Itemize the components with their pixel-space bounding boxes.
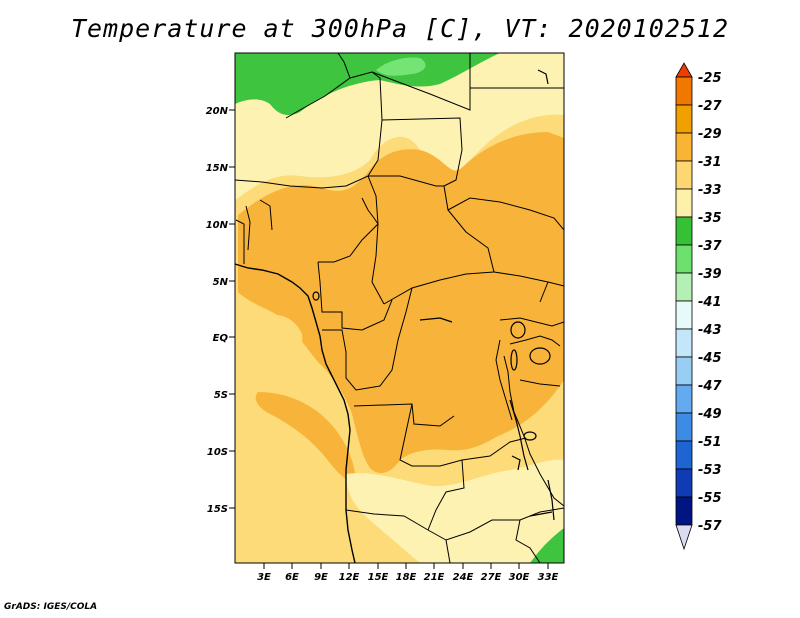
colorbar-swatch <box>675 272 693 302</box>
colorbar-bottom-arrow <box>675 524 693 551</box>
colorbar-label: -55 <box>698 491 722 506</box>
colorbar-label: -25 <box>698 71 722 86</box>
country-borders <box>235 53 564 563</box>
colorbar-swatch <box>675 384 693 414</box>
lat-label: EQ <box>213 333 229 344</box>
colorbar-swatch <box>675 412 693 442</box>
colorbar-swatch <box>675 300 693 330</box>
lat-label: 20N <box>206 106 229 117</box>
lon-label: 33E <box>538 572 559 583</box>
colorbar-swatch <box>675 104 693 134</box>
colorbar-swatch <box>675 132 693 162</box>
colorbar-label: -29 <box>698 127 722 142</box>
field-lightgreen <box>376 57 426 76</box>
lon-label: 18E <box>396 572 417 583</box>
colorbar-label: -41 <box>698 295 722 310</box>
lat-label: 10N <box>206 220 229 231</box>
lat-label: 5N <box>213 277 229 288</box>
field-pocket-31-33 <box>267 314 303 361</box>
colorbar-label: -53 <box>698 463 722 478</box>
colorbar-label: -39 <box>698 267 722 282</box>
colorbar-label: -49 <box>698 407 722 422</box>
lon-label: 9E <box>314 572 328 583</box>
colorbar-label: -37 <box>698 239 722 254</box>
colorbar-label: -51 <box>698 435 722 450</box>
map-frame <box>234 52 565 564</box>
lat-label: 15S <box>207 504 228 515</box>
colorbar-label: -45 <box>698 351 722 366</box>
lon-label: 6E <box>285 572 299 583</box>
lon-axis: 3E 6E 9E 12E 15E 18E 21E 24E 27E 30E 33E <box>257 563 559 583</box>
temperature-field <box>235 53 564 563</box>
colorbar-label: -31 <box>698 155 722 170</box>
field-south-33-35 <box>346 459 564 563</box>
colorbar-label: -33 <box>698 183 722 198</box>
colorbar-label: -27 <box>698 99 722 114</box>
lon-label: 15E <box>368 572 389 583</box>
lon-label: 12E <box>339 572 360 583</box>
colorbar-top-arrow <box>675 62 693 78</box>
lat-label: 15N <box>206 163 229 174</box>
lon-label: 27E <box>481 572 502 583</box>
lat-label: 10S <box>207 447 228 458</box>
lon-label: 30E <box>509 572 530 583</box>
colorbar-swatch <box>675 188 693 218</box>
colorbar-swatch <box>675 244 693 274</box>
colorbar-swatch <box>675 468 693 498</box>
field-coastal-29-31 <box>255 392 356 481</box>
colorbar-swatch <box>675 440 693 470</box>
field-central-29-31 <box>238 132 564 474</box>
colorbar-swatch <box>675 328 693 358</box>
colorbar-swatch <box>675 160 693 190</box>
lon-label: 21E <box>424 572 445 583</box>
lat-axis: 20N 15N 10N 5N EQ 5S 10S 15S <box>206 106 235 515</box>
lon-label: 24E <box>453 572 474 583</box>
colorbar-swatch <box>675 496 693 526</box>
map-title: Temperature at 300hPa [C], VT: 202010251… <box>70 14 730 43</box>
colorbar-swatch <box>675 216 693 246</box>
coastline <box>235 263 356 563</box>
colorbar-label: -47 <box>698 379 722 394</box>
colorbar-swatch <box>675 76 693 106</box>
colorbar-label: -35 <box>698 211 722 226</box>
lat-label: 5S <box>214 390 228 401</box>
field-green-nw <box>235 53 500 116</box>
field-green-se <box>530 528 564 563</box>
colorbar-label: -57 <box>698 519 722 534</box>
colorbar-label: -43 <box>698 323 722 338</box>
colorbar: -25 -27 -29 -31 -33 -35 -37 -39 -41 -43 -45 -47 -49 -… <box>675 62 722 551</box>
colorbar-swatch <box>675 356 693 386</box>
lakes <box>312 69 555 521</box>
grads-credit: GrADS: IGES/COLA <box>4 602 98 612</box>
lon-label: 3E <box>257 572 271 583</box>
